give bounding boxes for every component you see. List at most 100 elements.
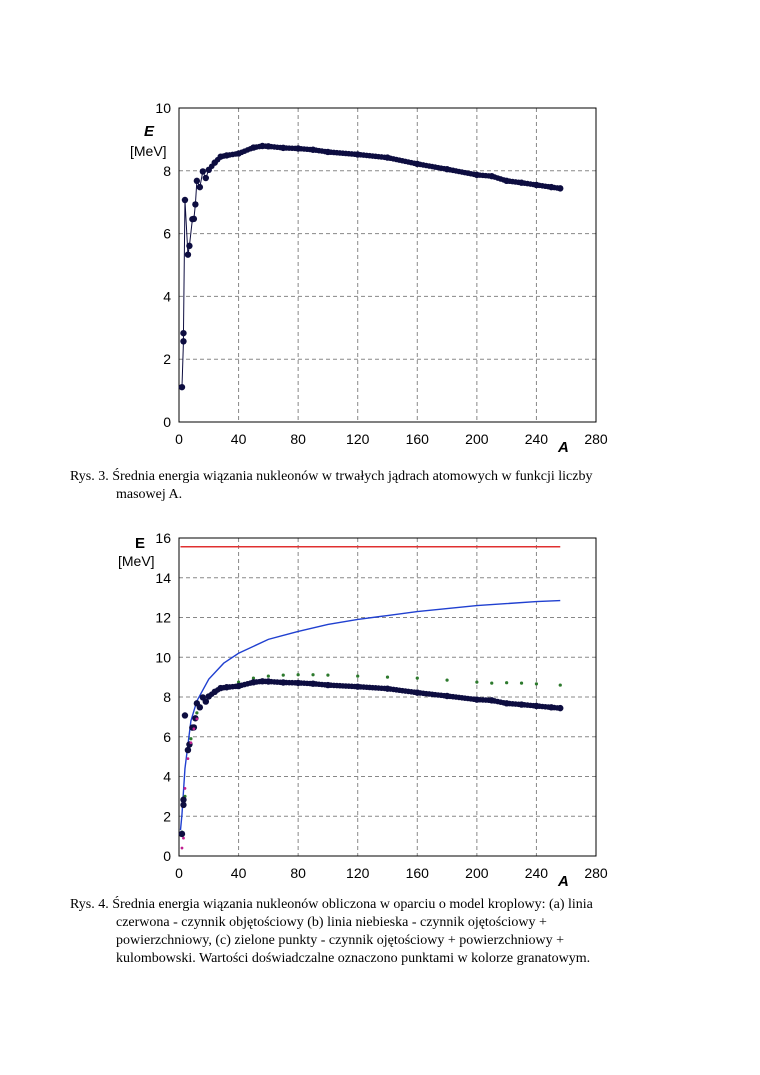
chart1-data-point [220,153,227,159]
chart2-data-point [256,678,263,685]
chart1-xtick-label: 160 [406,431,430,447]
chart1-data-point [411,160,418,167]
chart2-plot-frame [178,537,597,857]
chart2-data-point [183,787,187,790]
chart2-data-point [196,704,204,711]
chart2-data-point [181,712,189,719]
chart1-xtick-label: 80 [290,431,306,447]
chart2-data-point [385,675,390,679]
chart2-ytick-label: 14 [155,570,171,586]
chart1-data-point [256,143,263,150]
chart2-data-point [202,698,210,705]
chart2-data-point [500,699,507,706]
chart2-data-point [441,692,447,699]
chart2-data-point [192,727,196,731]
chart1-xtick-label: 40 [231,431,247,447]
chart2-ylabel-unit: [MeV] [118,553,155,569]
chart2-data-point [195,711,199,715]
figure-4-caption-line3: powierzchniowy, (c) zielone punkty - czy… [116,933,564,948]
chart2-data-point [292,680,298,686]
chart2-data-point [180,796,187,803]
chart2-ytick-label: 0 [163,848,171,864]
chart1-data-point [381,154,388,161]
chart2-xtick-label: 280 [584,865,608,881]
chart2-data-point [519,681,524,685]
figure-3-label: Rys. 3. [70,469,109,484]
chart2-data-point [189,741,193,745]
chart1-plot-frame [178,107,597,423]
chart2-data-point [208,691,215,697]
chart2-xtick-label: 0 [175,865,183,881]
chart2-gridlines [179,538,596,856]
chart2-data-point [415,676,419,680]
chart2-data-point [381,685,388,692]
chart2-data-point [236,680,241,684]
chart1-data-point [322,148,328,155]
chart2-data-point [554,705,561,711]
chart2-data-point [262,678,269,685]
chart1-ylabel: E [144,123,155,140]
chart2-xlabel: A [557,873,569,890]
chart2-ylabel: E [135,535,145,552]
figure-3-chart: 0 40 80 120 160 200 240 280 0 2 4 6 8 10 E [MeV] A [130,100,608,456]
chart2-data-point [558,683,562,687]
chart2-data-point [251,676,256,680]
chart2-data-point [232,683,239,690]
chart2-data-point [351,683,358,690]
chart2-data-point [326,673,330,677]
figure-4-caption-line4: kulombowski. Wartości doświadczalne ozna… [116,951,591,966]
chart1-xtick-label: 200 [465,431,489,447]
chart1-data-point [180,338,187,345]
chart1-ytick-label: 2 [163,351,171,367]
chart2-data-point [182,836,185,840]
chart1-data-point [193,177,201,185]
chart2-xtick-label: 80 [290,865,306,881]
chart1-data-point [178,383,186,391]
chart2-data-point [307,680,313,687]
chart2-data-point [178,830,186,838]
chart1-data-point [184,251,192,258]
chart2-data-point [445,678,449,682]
chart2-xtick-label: 240 [525,865,549,881]
figure-3-caption: Rys. 3. Średnia energia wiązania nukleon… [70,468,670,504]
chart1-data-point [199,168,207,175]
figure-4-caption-line2: czerwona - czynnik objętościowy (b) lini… [116,915,547,930]
chart2-xtick-label: 200 [465,865,489,881]
chart1-data-point [441,165,447,172]
figure-4-caption-line1: Średnia energia wiązania nukleonów oblic… [112,897,593,912]
chart1-data-point [208,163,215,170]
chart1-data-point [485,173,492,179]
chart1-ytick-label: 0 [163,414,171,430]
chart2-ytick-label: 2 [163,808,171,824]
chart2-data-point [505,681,509,685]
chart2-data-point [247,680,254,686]
chart2-data-point [490,681,494,685]
figure-3-caption-line1: Średnia energia wiązania nukleonów w trw… [112,469,593,484]
chart2-data-point [411,689,418,696]
chart1-data-point [186,242,193,250]
chart2-ytick-label: 4 [163,769,171,785]
chart2-data-point [195,717,199,721]
chart1-xlabel: A [557,439,569,456]
chart2-data-point [471,696,477,703]
chart1-data-point [292,145,298,152]
chart1-ytick-label: 6 [163,226,171,242]
chart2-ytick-label: 10 [155,649,171,665]
chart2-xtick-label: 160 [406,865,430,881]
chart1-data-point [247,145,254,152]
figure-4-chart: 0 40 80 120 160 200 240 280 0 2 4 6 8 10 12 14 16 E [MeV… [118,530,608,890]
chart1-data-point [262,143,269,149]
chart2-xtick-label: 40 [231,865,247,881]
chart2-data-point [266,674,270,678]
chart1-xtick-label: 120 [346,431,370,447]
chart2-data-point [281,673,285,677]
chart2-data-point [296,673,300,677]
chart2-ytick-label: 8 [163,689,171,705]
chart2-data-point [220,684,227,691]
chart2-data-point [184,746,192,754]
chart1-data-point [515,179,522,186]
chart1-data-point [232,151,239,157]
chart1-data-point [192,201,199,208]
chart1-data-point [471,171,477,178]
chart2-data-point [530,702,537,709]
